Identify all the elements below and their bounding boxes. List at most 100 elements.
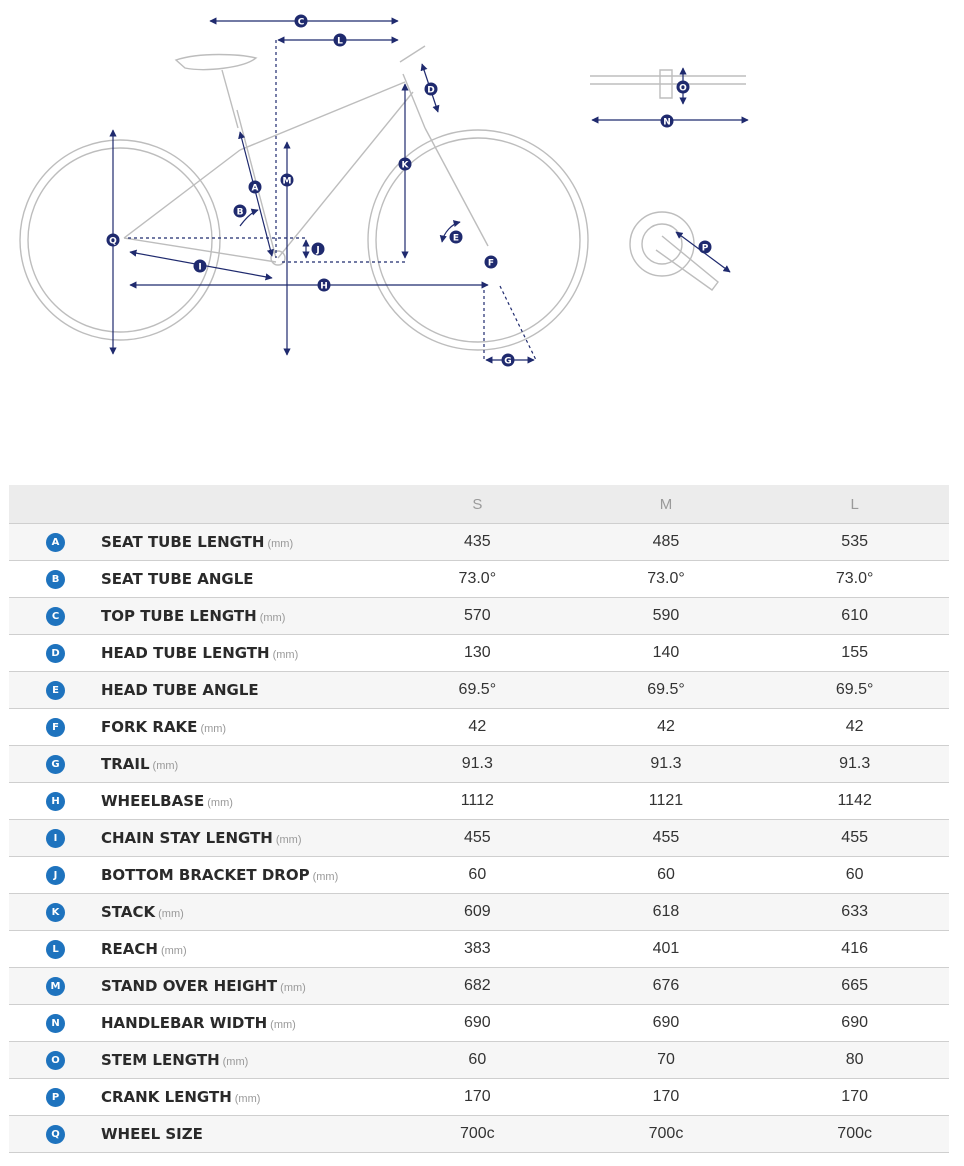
marker-e: E [449,230,463,244]
table-row: E HEAD TUBE ANGLE 69.5° 69.5° 69.5° [9,671,949,709]
svg-text:K: K [402,161,410,171]
rear-wheel-rim [27,147,213,333]
row-name-cell: STACK (mm) [101,893,383,931]
value-size-l: 170 [760,1078,949,1116]
dim-b-arc [239,208,259,227]
row-letter-cell: B [9,560,101,598]
value-size-l: 665 [760,967,949,1005]
row-name-cell: TOP TUBE LENGTH (mm) [101,597,383,635]
dimension-unit: (mm) [152,759,179,772]
row-letter-cell: Q [9,1115,101,1153]
dim-e-arc [439,220,461,243]
dimension-letter-badge: N [46,1014,65,1033]
marker-m: M [280,173,294,187]
value-size-m: 485 [571,523,761,561]
dimension-unit: (mm) [270,1018,296,1031]
table-row: O STEM LENGTH (mm) 60 70 80 [9,1041,949,1079]
value-size-l: 455 [760,819,949,857]
value-size-m: 91.3 [571,745,761,783]
marker-l: L [333,33,347,47]
row-letter-cell: A [9,523,101,561]
handlebar-top-view [590,69,746,99]
table-row: D HEAD TUBE LENGTH (mm) 130 140 155 [9,634,949,672]
value-size-s: 60 [383,1041,572,1079]
row-letter-cell: O [9,1041,101,1079]
head-tube [402,73,426,129]
value-size-s: 570 [383,597,572,635]
svg-text:F: F [488,259,494,269]
dimension-unit: (mm) [200,722,227,735]
row-name-cell: HANDLEBAR WIDTH (mm) [101,1004,383,1042]
value-size-l: 690 [760,1004,949,1042]
table-row: M STAND OVER HEIGHT (mm) 682 676 665 [9,967,949,1005]
dimension-name: WHEELBASE [101,791,205,810]
dimension-letter-badge: I [46,829,65,848]
chainring-inner [641,223,683,265]
dimension-lines [109,17,749,364]
row-name-cell: BOTTOM BRACKET DROP (mm) [101,856,383,894]
value-size-m: 42 [571,708,761,746]
svg-text:M: M [283,177,292,187]
row-letter-cell: G [9,745,101,783]
stem [399,45,426,63]
table-row: A SEAT TUBE LENGTH (mm) 435 485 535 [9,523,949,561]
dimension-name: HANDLEBAR WIDTH [101,1013,268,1032]
dimension-markers: A B C D E F G H I J K L M N O P Q [106,14,712,367]
rear-wheel [19,139,221,341]
value-size-l: 69.5° [760,671,949,709]
dimension-letter-badge: O [46,1051,65,1070]
row-letter-cell: L [9,930,101,968]
dimension-letter-badge: H [46,792,65,811]
header-size-m: M [571,485,761,524]
value-size-l: 610 [760,597,949,635]
svg-text:E: E [453,234,459,244]
dimension-letter-badge: G [46,755,65,774]
dimension-letter-badge: Q [46,1125,65,1144]
row-name-cell: CRANK LENGTH (mm) [101,1078,383,1116]
value-size-s: 383 [383,930,572,968]
saddle [174,53,258,71]
marker-c: C [294,14,308,28]
table-row: N HANDLEBAR WIDTH (mm) 690 690 690 [9,1004,949,1042]
value-size-l: 1142 [760,782,949,820]
value-size-l: 633 [760,893,949,931]
value-size-m: 170 [571,1078,761,1116]
value-size-l: 700c [760,1115,949,1153]
dimension-letter-badge: B [46,570,65,589]
value-size-s: 91.3 [383,745,572,783]
front-wheel-rim [375,137,581,343]
row-letter-cell: D [9,634,101,672]
row-name-cell: FORK RAKE (mm) [101,708,383,746]
value-size-l: 91.3 [760,745,949,783]
value-size-m: 69.5° [571,671,761,709]
svg-text:I: I [198,263,201,273]
svg-text:B: B [237,208,244,218]
value-size-l: 42 [760,708,949,746]
dimension-letter-badge: E [46,681,65,700]
value-size-l: 80 [760,1041,949,1079]
value-size-s: 690 [383,1004,572,1042]
dimension-unit: (mm) [272,648,299,661]
marker-g: G [501,353,515,367]
value-size-m: 690 [571,1004,761,1042]
row-name-cell: STEM LENGTH (mm) [101,1041,383,1079]
table-row: Q WHEEL SIZE 700c 700c 700c [9,1115,949,1153]
value-size-l: 60 [760,856,949,894]
table-row: B SEAT TUBE ANGLE 73.0° 73.0° 73.0° [9,560,949,598]
value-size-s: 130 [383,634,572,672]
table-header-row: S M L [9,485,949,524]
value-size-s: 1112 [383,782,572,820]
bike-geometry-diagram: A B C D E F G H I J K L M N O P Q [19,14,749,367]
row-name-cell: SEAT TUBE ANGLE [101,560,383,598]
dimension-name: SEAT TUBE LENGTH [101,532,265,551]
marker-f: F [484,255,498,269]
dim-g-guide-2 [499,285,537,361]
value-size-s: 60 [383,856,572,894]
value-size-l: 416 [760,930,949,968]
row-letter-cell: M [9,967,101,1005]
dimension-letter-badge: A [46,533,65,552]
svg-text:J: J [315,246,319,256]
dimension-name: STAND OVER HEIGHT [101,976,278,995]
svg-text:H: H [320,282,328,292]
svg-text:O: O [679,84,687,94]
